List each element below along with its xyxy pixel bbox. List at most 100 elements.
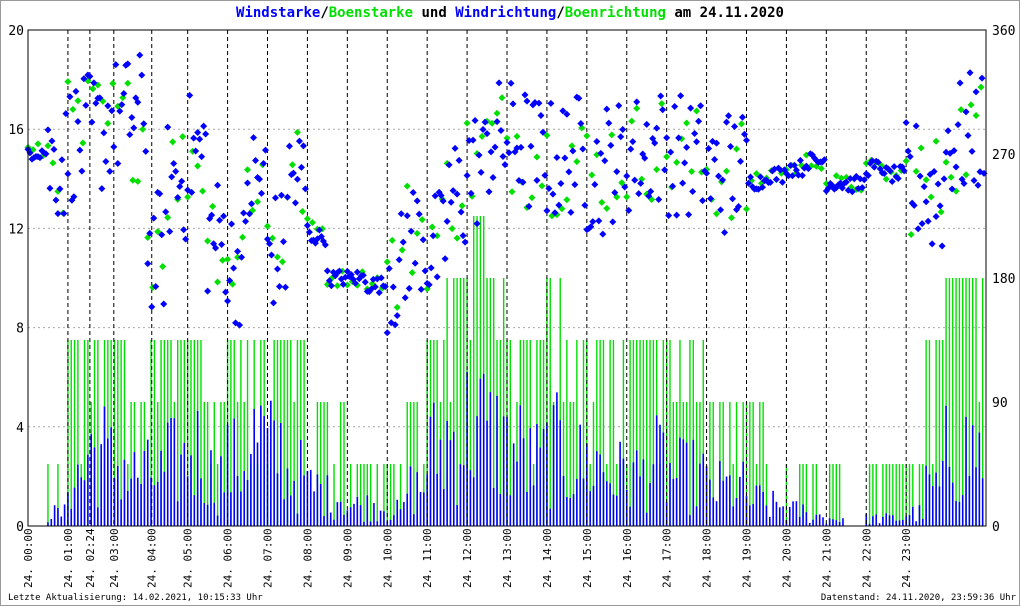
wind-direction-point — [230, 264, 238, 272]
wind-direction-point — [252, 157, 260, 165]
gust-direction-point — [728, 214, 736, 222]
wind-direction-point — [695, 117, 703, 125]
wind-direction-point — [966, 69, 974, 77]
x-tick-label: 24. 15:00 — [581, 528, 594, 588]
wind-direction-point — [900, 167, 908, 175]
wind-direction-point — [719, 176, 727, 184]
wind-direction-point — [182, 235, 190, 243]
wind-direction-point — [533, 176, 541, 184]
wind-direction-point — [848, 188, 856, 196]
gust-direction-point — [583, 132, 591, 140]
wind-direction-point — [389, 283, 397, 291]
wind-direction-point — [559, 107, 567, 115]
wind-direction-point — [297, 163, 305, 171]
y-tick-left: 12 — [8, 222, 24, 237]
wind-direction-point — [437, 191, 445, 199]
wind-direction-point — [589, 218, 597, 226]
wind-direction-point — [952, 163, 960, 171]
wind-direction-point — [641, 154, 649, 162]
wind-direction-point — [98, 185, 106, 193]
gust-direction-point — [164, 213, 172, 221]
gust-direction-point — [743, 205, 750, 213]
wind-direction-point — [64, 170, 72, 178]
wind-direction-point — [713, 139, 721, 147]
gust-direction-point — [693, 107, 701, 115]
gust-direction-point — [947, 173, 955, 181]
wind-direction-point — [627, 145, 635, 153]
wind-direction-point — [457, 208, 465, 216]
wind-direction-point — [599, 230, 607, 238]
title-part: / — [320, 5, 329, 21]
title-part: Boenrichtung — [564, 5, 666, 21]
wind-direction-point — [723, 118, 731, 126]
gust-direction-point — [977, 83, 985, 91]
wind-direction-point — [721, 229, 729, 237]
wind-direction-point — [62, 110, 70, 118]
wind-direction-point — [489, 173, 497, 181]
wind-direction-point — [563, 110, 571, 118]
wind-direction-point — [385, 265, 393, 273]
wind-direction-point — [906, 153, 914, 161]
gust-direction-point — [234, 253, 242, 261]
gust-direction-point — [418, 216, 426, 224]
gust-direction-point — [408, 269, 416, 277]
wind-direction-point — [549, 190, 557, 198]
gust-direction-point — [448, 225, 456, 233]
wind-direction-point — [82, 101, 90, 109]
wind-direction-point — [575, 94, 583, 102]
wind-direction-point — [238, 253, 246, 261]
wind-direction-point — [746, 173, 754, 181]
wind-direction-point — [399, 238, 407, 246]
x-tick-label: 24. 06:00 — [222, 528, 235, 588]
wind-direction-point — [260, 160, 268, 168]
wind-direction-point — [455, 156, 463, 164]
wind-direction-point — [617, 133, 625, 141]
wind-direction-point — [593, 137, 601, 145]
wind-direction-point — [687, 104, 695, 112]
wind-direction-point — [481, 118, 489, 126]
wind-direction-point — [591, 180, 599, 188]
wind-direction-point — [250, 134, 258, 142]
wind-direction-point — [451, 144, 459, 152]
wind-direction-point — [960, 179, 968, 187]
wind-direction-point — [715, 172, 723, 180]
wind-direction-point — [48, 137, 56, 145]
gust-direction-point — [298, 208, 306, 216]
wind-direction-point — [194, 128, 202, 136]
y-tick-right: 180 — [992, 272, 1015, 287]
wind-direction-point — [46, 184, 54, 192]
gust-direction-point — [179, 133, 187, 141]
wind-direction-point — [110, 143, 118, 151]
gust-direction-point — [109, 80, 117, 88]
wind-direction-point — [475, 151, 483, 159]
wind-direction-point — [371, 283, 379, 291]
wind-direction-point — [944, 127, 952, 135]
wind-direction-point — [932, 213, 940, 221]
wind-direction-point — [970, 176, 978, 184]
gust-direction-point — [244, 166, 252, 174]
gust-direction-point — [513, 132, 521, 140]
wind-direction-point — [629, 138, 637, 146]
wind-direction-point — [433, 273, 441, 281]
wind-direction-point — [539, 128, 547, 136]
gust-direction-point — [303, 215, 311, 223]
wind-direction-point — [36, 154, 44, 162]
gust-direction-point — [49, 159, 57, 167]
wind-direction-point — [417, 285, 425, 293]
wind-direction-point — [256, 175, 264, 183]
gust-direction-point — [224, 255, 232, 263]
wind-direction-point — [525, 202, 533, 210]
gust-direction-point — [383, 258, 391, 266]
y-tick-right: 90 — [992, 396, 1008, 411]
wind-direction-point — [80, 75, 88, 83]
wind-direction-point — [631, 176, 639, 184]
wind-direction-point — [114, 159, 122, 167]
wind-direction-point — [535, 99, 543, 107]
wind-direction-point — [485, 188, 493, 196]
wind-direction-point — [150, 214, 158, 222]
wind-direction-point — [968, 147, 976, 155]
wind-direction-point — [501, 161, 509, 169]
y-tick-left: 8 — [16, 322, 24, 337]
wind-direction-point — [894, 174, 902, 182]
wind-direction-point — [507, 79, 515, 87]
